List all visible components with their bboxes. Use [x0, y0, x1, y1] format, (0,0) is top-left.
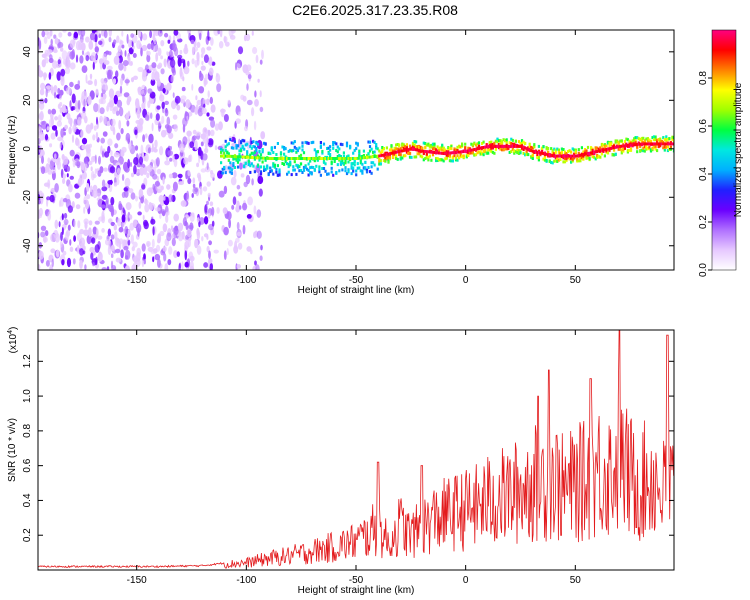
spectrogram-x-label: Height of straight line (km) — [298, 285, 415, 296]
y-tick-label: 0.8 — [22, 423, 33, 437]
colorbar-ticks: 0.0 0.2 0.4 0.6 0.8 — [698, 71, 712, 277]
x-tick-label: -150 — [127, 275, 147, 286]
colorbar-tick-label: 0.2 — [698, 215, 709, 229]
y-tick-label: 1.2 — [22, 354, 33, 368]
x-tick-label: 50 — [570, 275, 582, 286]
x-tick-label: -100 — [236, 575, 256, 586]
y-tick-label: 20 — [22, 94, 33, 106]
snr-y-label: SNR (10 * v/v) — [7, 418, 18, 482]
colorbar: 0.0 0.2 0.4 0.6 0.8 Normalized spectral ampl… — [698, 29, 744, 277]
colorbar-tick-label: 0.6 — [698, 119, 709, 133]
snr-x-label: Height of straight line (km) — [298, 585, 415, 596]
x-tick-label: -50 — [349, 575, 364, 586]
snr-panel: -150 -100 -50 0 50 0.2 0.4 0.6 0.8 1.0 1.2 Height… — [7, 327, 675, 596]
y-tick-label: 0.6 — [22, 458, 33, 472]
spectrogram-y-axis: -40 -20 0 20 40 — [22, 46, 674, 253]
y-tick-label: 0.2 — [22, 528, 33, 542]
x-tick-label: 0 — [463, 575, 469, 586]
spectrogram-x-axis: -150 -100 -50 0 50 — [127, 30, 582, 286]
y-tick-label: 1.0 — [22, 389, 33, 403]
spectrogram-y-label: Frequency (Hz) — [7, 116, 18, 185]
x-tick-label: -50 — [349, 275, 364, 286]
snr-series-line — [38, 330, 674, 569]
x-tick-label: 50 — [570, 575, 582, 586]
x-tick-label: -150 — [127, 575, 147, 586]
colorbar-tick-label: 0.0 — [698, 263, 709, 277]
y-tick-label: -40 — [22, 238, 33, 253]
snr-x-axis: -150 -100 -50 0 50 — [127, 330, 582, 586]
x-tick-label: 0 — [463, 275, 469, 286]
y-tick-label: -20 — [22, 190, 33, 205]
spectrogram-layer — [38, 30, 674, 270]
y-tick-label: 40 — [22, 46, 33, 58]
x-tick-label: -100 — [236, 275, 256, 286]
colorbar-label: Normalized spectral amplitude — [733, 82, 744, 217]
y-tick-label: 0.4 — [22, 493, 33, 507]
spectrogram-panel: -150 -100 -50 0 50 -40 -20 0 20 40 Height of str… — [7, 29, 675, 296]
colorbar-bar — [711, 29, 737, 271]
snr-y-axis: 0.2 0.4 0.6 0.8 1.0 1.2 — [22, 354, 674, 542]
chart-title: C2E6.2025.317.23.35.R08 — [292, 2, 458, 18]
colorbar-tick-label: 0.4 — [698, 167, 709, 181]
snr-y-multiplier: (x104) — [7, 327, 19, 354]
y-tick-label: 0 — [22, 146, 33, 152]
colorbar-tick-label: 0.8 — [698, 71, 709, 85]
